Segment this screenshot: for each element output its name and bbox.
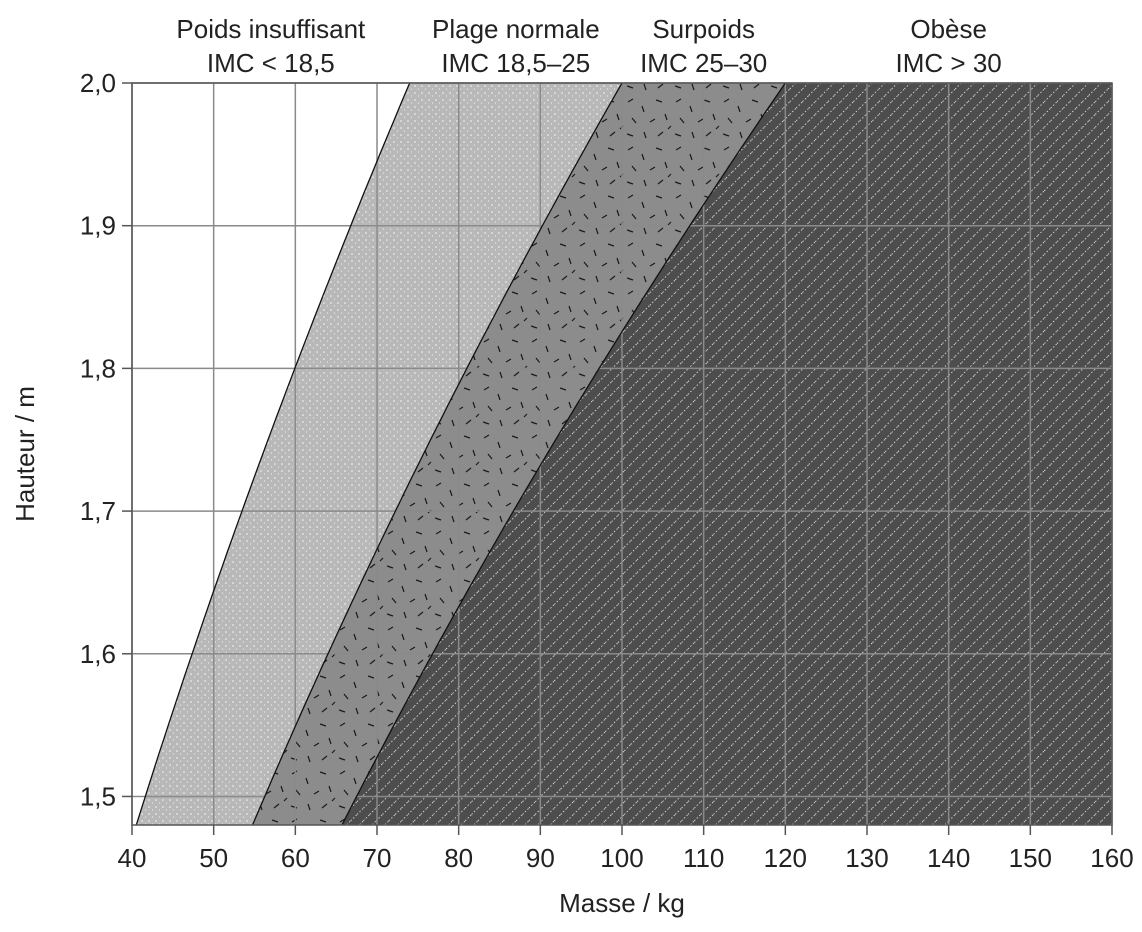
y-ticks: 1,5 1,6 1,7 1,8 1,9 2,0 [80,68,132,811]
boundary-curves [135,83,786,825]
x-tick-label: 100 [600,843,643,873]
band-labels: Poids insuffisant IMC < 18,5 Plage normale… [176,14,1001,78]
y-tick-label: 1,5 [80,781,116,811]
band-normal-name: Plage normale [432,14,600,44]
x-tick-label: 150 [1009,843,1052,873]
y-tick-label: 1,6 [80,639,116,669]
x-tick-label: 130 [845,843,888,873]
y-tick-label: 1,9 [80,211,116,241]
band-overweight-name: Surpoids [652,14,755,44]
boundary-curve [341,83,786,825]
x-tick-label: 160 [1090,843,1133,873]
x-tick-label: 140 [927,843,970,873]
x-tick-label: 90 [526,843,555,873]
bands-layer [136,83,1112,825]
x-ticks: 40 50 60 70 80 90 100 110 120 130 140 150 160 [118,825,1134,873]
band-underweight-name: Poids insuffisant [176,14,366,44]
band-normal-range: IMC 18,5–25 [441,48,590,78]
band-obese-range: IMC > 30 [896,48,1002,78]
band-overweight-range: IMC 25–30 [640,48,767,78]
boundary-curve [135,83,411,825]
band-obese-pattern [342,83,1112,825]
x-tick-label: 70 [363,843,392,873]
x-tick-label: 60 [281,843,310,873]
band-overweight-pattern [252,83,786,825]
x-tick-label: 110 [683,843,724,873]
x-tick-label: 120 [764,843,807,873]
x-axis-title: Masse / kg [559,888,685,918]
x-tick-label: 80 [444,843,473,873]
y-axis-title: Hauteur / m [10,386,40,522]
boundary-curve [251,83,623,825]
y-tick-label: 2,0 [80,68,116,98]
x-tick-label: 40 [118,843,147,873]
band-underweight-range: IMC < 18,5 [207,48,335,78]
x-tick-label: 50 [199,843,228,873]
y-tick-label: 1,8 [80,353,116,383]
y-tick-label: 1,7 [80,496,116,526]
band-normal-pattern [136,83,623,825]
band-obese-name: Obèse [910,14,987,44]
